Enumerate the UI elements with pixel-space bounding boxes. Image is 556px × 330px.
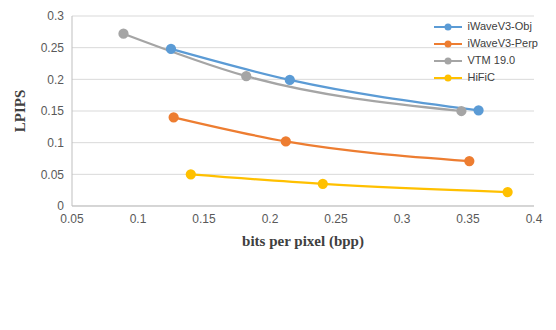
svg-text:0.05: 0.05 — [41, 168, 65, 182]
svg-text:0.05: 0.05 — [60, 212, 84, 226]
svg-text:0.2: 0.2 — [262, 212, 279, 226]
svg-text:0.25: 0.25 — [41, 41, 65, 55]
html-text:iWaveV3-Obj: iWaveV3-Obj — [467, 20, 532, 32]
html-text:HiFiC: HiFiC — [467, 71, 495, 83]
svg-text:0.15: 0.15 — [192, 212, 216, 226]
svg-text:0.25: 0.25 — [324, 212, 348, 226]
html-text:VTM 19.0: VTM 19.0 — [467, 54, 516, 66]
svg-text:0.1: 0.1 — [47, 136, 64, 150]
svg-text:0.15: 0.15 — [41, 104, 65, 118]
svg-text:0.35: 0.35 — [456, 212, 480, 226]
svg-text:0.3: 0.3 — [394, 212, 411, 226]
svg-text:0: 0 — [57, 199, 64, 213]
svg-text:0.1: 0.1 — [130, 212, 147, 226]
svg-text:0.4: 0.4 — [526, 212, 543, 226]
svg-text:LPIPS: LPIPS — [12, 90, 28, 133]
svg-text:0.3: 0.3 — [47, 9, 64, 23]
svg-text:bits per pixel (bpp): bits per pixel (bpp) — [242, 233, 364, 250]
svg-text:0.2: 0.2 — [47, 73, 64, 87]
html-text:iWaveV3-Perp: iWaveV3-Perp — [467, 37, 538, 49]
